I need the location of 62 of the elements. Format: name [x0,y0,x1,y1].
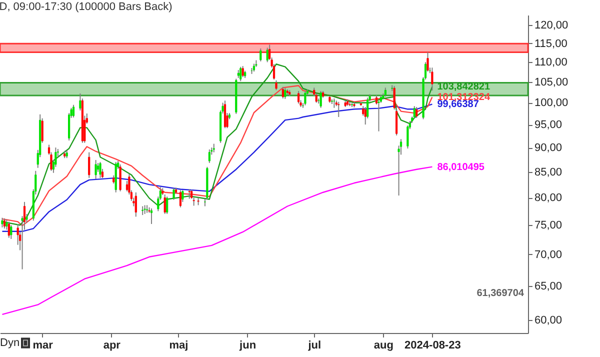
y-tick-label: 85,00 [534,166,562,178]
x-tick-label: mar [32,340,54,352]
candlestick [406,124,409,149]
candlestick [10,224,12,240]
candlestick [1,217,4,228]
data-label: 103,842821 [437,82,490,93]
candlestick [172,188,175,200]
candlestick [333,98,336,108]
candlestick [275,80,278,91]
candlestick [282,86,284,99]
candlestick [119,164,122,192]
line-series [2,166,433,316]
y-tick-label: 60,00 [534,314,562,327]
x-tick-label: jul [307,340,322,352]
x-tick-label: maj [169,340,188,352]
y-tick-label: 80,00 [534,192,562,204]
data-label: 86,010495 [437,162,485,173]
candlestick [320,90,322,108]
candlestick [94,160,97,180]
candlestick [240,66,242,82]
candlestick [8,221,10,238]
y-tick-label: 95,00 [534,119,562,132]
chart-title: D, 09:00-17:30 (100000 Bars Back) [0,1,172,13]
candlestick [260,48,262,62]
candlestick [304,90,306,106]
candlestick [179,190,182,208]
candlestick [224,100,226,129]
candlestick [284,87,286,100]
candlestick [126,180,128,192]
candlestick [134,192,137,218]
y-tick-label: 65,00 [534,280,562,292]
x-tick-label: jun [238,340,256,352]
y-tick-label: 100,00 [534,97,568,110]
candlestick [150,208,153,224]
x-tick-label: apr [103,340,122,352]
y-tick-label: 120,00 [534,20,568,32]
y-tick-label: 75,00 [534,220,562,232]
candlestick [99,161,102,178]
candlestick [384,87,386,98]
text: Dyn [0,337,20,349]
line-series [2,104,433,232]
candlestick [208,148,210,164]
candlestick [338,101,340,118]
candlestick [3,218,6,230]
candlestick [416,106,418,118]
candlestick [431,67,434,92]
y-tick-label: 110,00 [534,56,568,69]
candlestick [242,66,244,78]
y-tick-label: 90,00 [534,142,562,154]
candlestick [188,188,190,200]
candlestick [266,47,268,63]
y-tick-label: 105,00 [534,76,568,88]
candlestick [72,104,75,118]
y-tick-label: 115,00 [534,38,568,50]
annotation: 61,369704 [476,288,524,299]
candlestick [88,152,90,178]
candlestick [413,106,416,119]
x-tick-label: 2024-08-23 [404,340,461,352]
candlestick [166,196,168,214]
x-tick-label: aug [374,340,394,352]
candlestick [297,90,300,104]
y-tick-label: 70,00 [534,248,562,261]
